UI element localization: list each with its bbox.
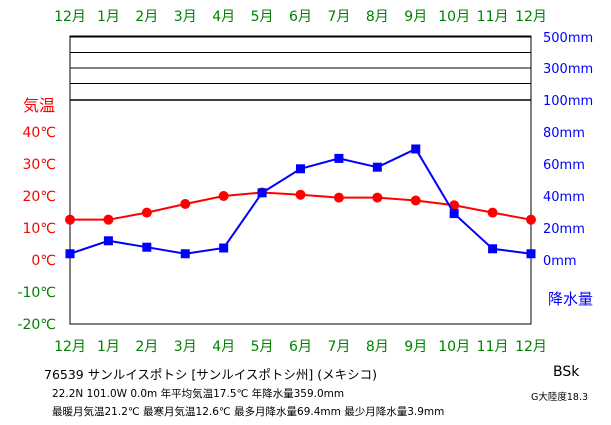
temperature-point bbox=[295, 189, 306, 200]
month-label-bottom: 9月 bbox=[404, 339, 427, 355]
month-label-top: 1月 bbox=[97, 9, 120, 25]
temperature-point bbox=[526, 214, 536, 225]
month-label-top: 12月 bbox=[54, 9, 86, 25]
temperature-point bbox=[487, 207, 498, 218]
precip-tick-label: 20mm bbox=[543, 222, 585, 237]
month-label-top: 4月 bbox=[212, 9, 235, 25]
temp-tick-label: 20℃ bbox=[22, 189, 56, 205]
month-label-bottom: 5月 bbox=[251, 339, 274, 355]
temperature-point bbox=[180, 199, 191, 209]
month-label-top: 6月 bbox=[289, 9, 312, 25]
month-label-top: 10月 bbox=[438, 9, 470, 25]
month-label-top: 2月 bbox=[135, 9, 158, 25]
month-label-bottom: 11月 bbox=[477, 339, 509, 355]
precipitation-point bbox=[180, 249, 190, 259]
precipitation-point bbox=[488, 244, 498, 254]
month-label-bottom: 7月 bbox=[327, 339, 350, 355]
precipitation-point bbox=[411, 144, 421, 154]
temperature-point bbox=[410, 195, 421, 206]
precip-tick-label: 40mm bbox=[543, 190, 585, 205]
plot-frame bbox=[69, 35, 532, 325]
precip-tick-label: 80mm bbox=[543, 126, 585, 141]
month-label-bottom: 8月 bbox=[366, 339, 389, 355]
temperature-point bbox=[141, 207, 152, 218]
precip-tick-label: 100mm bbox=[543, 94, 593, 109]
month-label-top: 3月 bbox=[174, 9, 197, 25]
station-summary: 22.2N 101.0W 0.0m 年平均気温17.5℃ 年降水量359.0mm bbox=[52, 388, 345, 400]
temp-tick-label: 30℃ bbox=[22, 157, 56, 173]
precipitation-point bbox=[372, 162, 382, 172]
temp-tick-label: 0℃ bbox=[31, 253, 56, 269]
month-label-top: 12月 bbox=[515, 9, 547, 25]
temperature-point bbox=[103, 214, 114, 225]
month-label-top: 9月 bbox=[404, 9, 427, 25]
month-label-bottom: 4月 bbox=[212, 339, 235, 355]
month-label-bottom: 12月 bbox=[54, 339, 86, 355]
temperature-point bbox=[65, 214, 75, 225]
temp-tick-label: 40℃ bbox=[22, 125, 56, 141]
temp-axis-label: 気温 bbox=[23, 96, 55, 115]
temperature-point bbox=[372, 192, 383, 203]
temp-tick-label: -20℃ bbox=[17, 317, 56, 333]
precipitation-point bbox=[65, 249, 75, 259]
month-label-bottom: 1月 bbox=[97, 339, 120, 355]
precipitation-point bbox=[526, 249, 536, 259]
station-extremes: 最暖月気温21.2℃ 最寒月気温12.6℃ 最多月降水量69.4mm 最少月降水… bbox=[52, 406, 445, 418]
precip-axis-label: 降水量 bbox=[548, 290, 593, 308]
precip-tick-label: 300mm bbox=[543, 62, 593, 77]
precipitation-point bbox=[334, 153, 344, 163]
month-label-bottom: 3月 bbox=[174, 339, 197, 355]
month-label-bottom: 6月 bbox=[289, 339, 312, 355]
precipitation-point bbox=[142, 242, 152, 252]
month-label-top: 8月 bbox=[366, 9, 389, 25]
precipitation-point bbox=[449, 209, 459, 219]
temp-tick-label: -10℃ bbox=[17, 285, 56, 301]
precip-tick-label: 60mm bbox=[543, 158, 585, 173]
month-label-top: 11月 bbox=[477, 9, 509, 25]
precipitation-point bbox=[219, 243, 229, 253]
precipitation-point bbox=[257, 188, 267, 198]
precipitation-point bbox=[296, 164, 305, 174]
precip-tick-label: 500mm bbox=[543, 31, 593, 46]
month-label-bottom: 2月 bbox=[135, 339, 158, 355]
temp-tick-label: 10℃ bbox=[22, 221, 56, 237]
temperature-point bbox=[218, 191, 229, 201]
month-label-bottom: 10月 bbox=[438, 339, 470, 355]
climate-code: BSk bbox=[553, 364, 580, 380]
climate-continentality: G大陸度18.3 bbox=[531, 392, 589, 403]
station-name: 76539 サンルイスポトシ [サンルイスポトシ州] (メキシコ) bbox=[44, 367, 377, 382]
month-label-bottom: 12月 bbox=[515, 339, 547, 355]
month-label-top: 5月 bbox=[251, 9, 274, 25]
temperature-point bbox=[333, 192, 344, 203]
month-label-top: 7月 bbox=[327, 9, 350, 25]
precip-tick-label: 0mm bbox=[543, 254, 577, 269]
precipitation-point bbox=[103, 236, 113, 246]
